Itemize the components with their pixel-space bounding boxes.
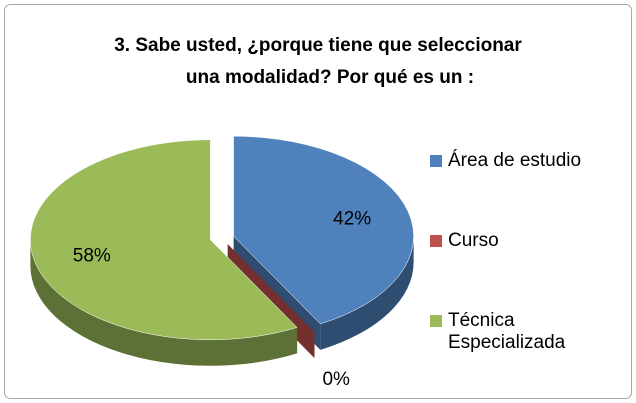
legend-swatch (430, 315, 442, 327)
legend-swatch (430, 235, 442, 247)
data-label: 58% (73, 246, 111, 267)
chart-title: 3. Sabe usted, ¿porque tiene que selecci… (114, 35, 522, 56)
legend-label: Área de estudio (448, 150, 582, 171)
slice-side (320, 236, 414, 350)
legend-label: Curso (448, 230, 499, 251)
data-label: 42% (333, 208, 371, 229)
slice (30, 139, 298, 341)
legend-swatch (430, 155, 442, 167)
chart-title: una modalidad? Por qué es un : (186, 67, 474, 88)
slice (233, 135, 414, 325)
slice-side (30, 239, 298, 366)
legend-item: Curso (430, 230, 630, 252)
legend-item: Técnica Especializada (430, 310, 630, 354)
pie-tops (30, 236, 414, 366)
legend-item: Área de estudio (430, 150, 630, 172)
data-label: 0% (322, 369, 350, 390)
legend-label: Técnica Especializada (448, 310, 566, 353)
